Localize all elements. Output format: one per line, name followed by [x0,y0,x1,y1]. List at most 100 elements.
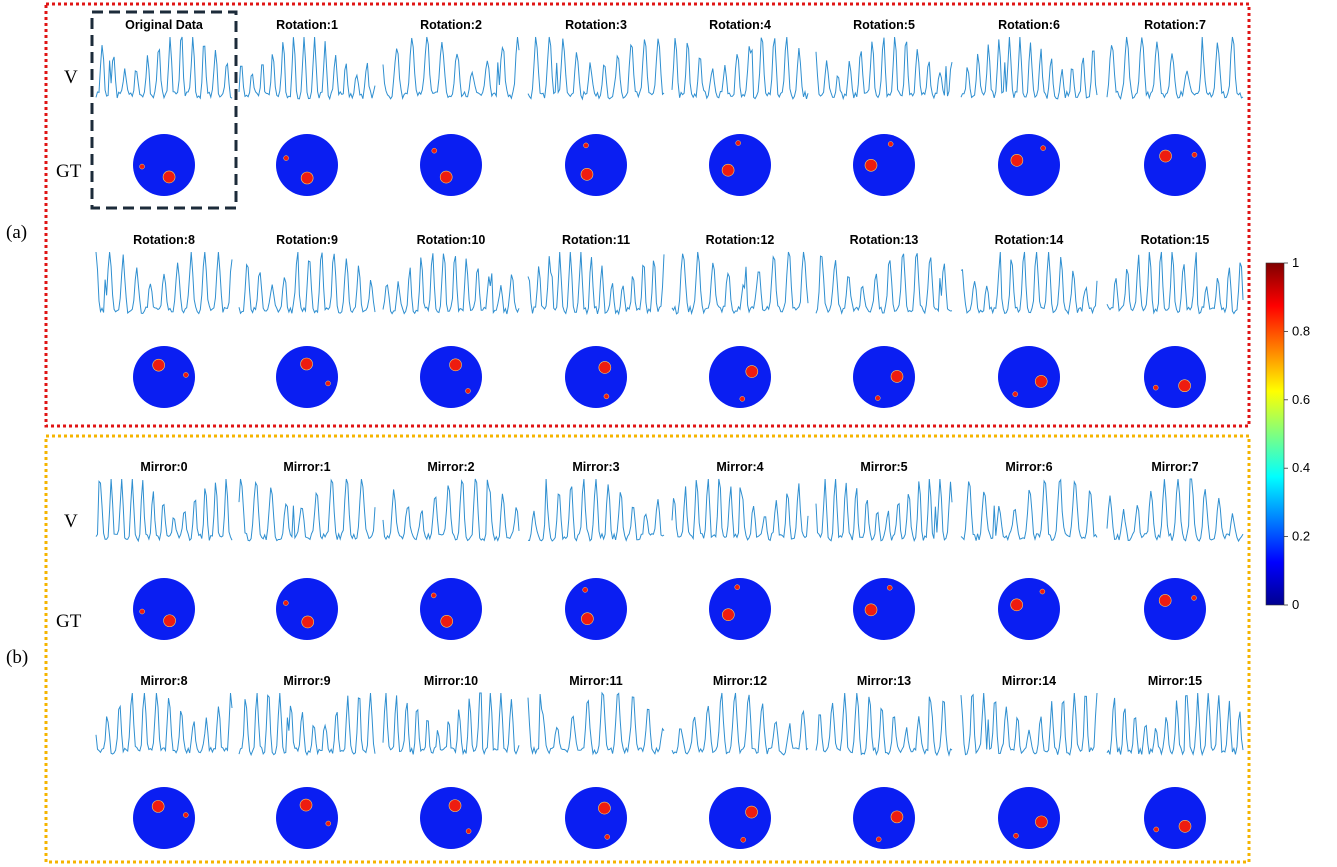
inclusion-small [734,584,740,590]
inclusion-large [162,170,176,184]
voltage-signal [382,692,520,756]
ground-truth-disk [565,578,627,640]
voltage-signal [527,691,665,756]
voltage-signal [238,692,376,757]
voltage-signal [527,478,665,542]
cell-title: Rotation:13 [850,233,919,247]
ground-truth-disk [998,787,1060,849]
cell-title: Mirror:11 [569,674,623,688]
inclusion-small [875,395,881,401]
ground-truth-disk [420,134,482,196]
voltage-signal [1106,251,1244,315]
inclusion-large [1010,598,1023,612]
cell-title: Rotation:15 [1141,233,1210,247]
inclusion-large [449,358,462,372]
ground-truth-disk [133,787,195,849]
cell-title: Mirror:12 [713,674,767,688]
cell-title: Mirror:3 [572,460,619,474]
inclusion-small [465,828,472,834]
panel-a-label: (a) [6,222,27,243]
voltage-signal [382,36,520,100]
inclusion-small [430,592,437,599]
colorbar-tick-label: 0.8 [1292,323,1310,338]
voltage-signal [95,692,233,755]
ground-truth-disk [998,346,1060,408]
cell-title: Mirror:8 [140,674,187,688]
colorbar [1265,262,1285,606]
inclusion-large [439,170,453,184]
inclusion-small [740,837,746,843]
voltage-signal [815,253,953,315]
ground-truth-disk [709,578,771,640]
ground-truth-disk [853,134,915,196]
inclusion-large [301,615,315,629]
inclusion-large [580,168,594,181]
inclusion-small [139,608,145,615]
voltage-signal [815,478,953,543]
voltage-signal [95,36,233,100]
original-data-highlight [90,10,238,210]
voltage-signal [382,253,520,315]
inclusion-small [603,393,610,400]
colorbar-tick-label: 0.2 [1292,529,1310,544]
inclusion-large [745,365,759,378]
cell-title: Rotation:9 [276,233,338,247]
ground-truth-disk [998,134,1060,196]
voltage-signal [1106,478,1244,543]
voltage-signal [95,478,233,543]
cell-title: Rotation:7 [1144,18,1206,32]
inclusion-small [283,155,289,161]
cell-title: Rotation:11 [562,233,630,247]
cell-title: Mirror:0 [140,460,187,474]
voltage-signal [960,251,1098,316]
ground-truth-disk [565,346,627,408]
inclusion-large [299,798,313,812]
inclusion-small [582,587,588,593]
panel-a-v-label: V [64,67,78,88]
panel-a-gt-label: GT [56,161,82,182]
cell-title: Rotation:14 [995,233,1064,247]
cell-title: Mirror:7 [1151,460,1198,474]
voltage-signal [815,36,953,101]
inclusion-large [890,810,904,824]
panel-a-border [44,2,1251,428]
ground-truth-disk [565,787,627,849]
inclusion-large [1159,149,1172,163]
cell-title: Rotation:12 [706,233,775,247]
voltage-signal [815,692,953,757]
inclusion-large [745,805,758,819]
inclusion-small [431,147,438,154]
voltage-signal [671,478,809,542]
inclusion-small [1152,384,1159,391]
voltage-signal [671,251,809,316]
ground-truth-disk [276,346,338,408]
inclusion-small [1039,588,1046,595]
inclusion-large [864,603,878,617]
panel-b-label: (b) [6,647,28,668]
cell-title: Mirror:1 [283,460,330,474]
inclusion-large [448,799,462,812]
cell-title: Rotation:3 [565,18,627,32]
voltage-signal [671,36,809,100]
ground-truth-disk [1144,578,1206,640]
ground-truth-disk [1144,787,1206,849]
panel-b-v-label: V [64,511,78,532]
colorbar-tick-label: 0 [1292,597,1299,612]
cell-title: Mirror:13 [857,674,911,688]
ground-truth-disk [565,134,627,196]
ground-truth-disk [709,346,771,408]
inclusion-large [721,163,735,177]
ground-truth-disk [133,134,195,196]
inclusion-small [1013,832,1019,839]
inclusion-small [875,836,882,843]
ground-truth-disk [709,134,771,196]
cell-title: Mirror:6 [1005,460,1052,474]
colorbar-tick-label: 0.6 [1292,392,1310,407]
inclusion-small [1191,595,1197,601]
ground-truth-disk [853,346,915,408]
cell-title: Mirror:14 [1002,674,1056,688]
voltage-signal [95,251,233,315]
inclusion-small [1012,391,1018,397]
inclusion-large [581,612,594,626]
